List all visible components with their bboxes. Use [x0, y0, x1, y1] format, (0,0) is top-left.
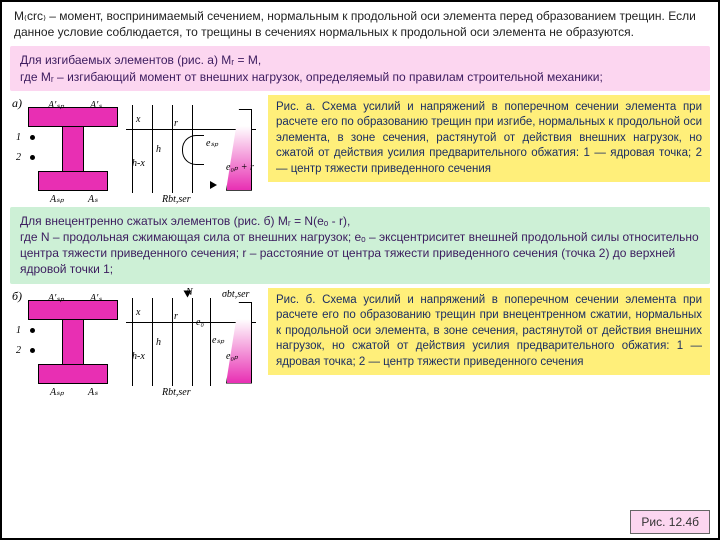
flange-bottom-b	[38, 364, 108, 384]
arrow-bottom	[210, 181, 217, 189]
dimension-area-a: x h h-x r eₛₚ e₀ₚ + r Rbt,ser	[126, 101, 256, 197]
label-e0: e₀	[196, 316, 204, 330]
diagram-a: a) A′ₛₚ A′ₛ Aₛₚ Aₛ 1 2 x h h-x r	[10, 95, 262, 203]
figure-label: Рис. 12.4б	[630, 510, 710, 534]
flange-top-b	[28, 300, 118, 320]
vline2	[152, 105, 153, 193]
label-as-bot: Aₛ	[88, 193, 98, 207]
label-asp-bot: Aₛₚ	[50, 193, 64, 207]
pink-line1: Для изгибаемых элементов (рис. а) Mᵣ = M…	[20, 52, 700, 68]
dot-2	[30, 155, 35, 160]
label-as-top-b: A′ₛ	[90, 292, 102, 306]
dot-1	[30, 135, 35, 140]
label-point2-b: 2	[16, 344, 21, 358]
diagram-letter-b: б)	[12, 288, 22, 304]
green-line2: где N – продольная сжимающая сила от вне…	[20, 229, 700, 278]
label-point2: 2	[16, 151, 21, 165]
label-asp-bot-b: Aₛₚ	[50, 386, 64, 400]
label-asp-top: A′ₛₚ	[48, 99, 64, 113]
pink-box-bending: Для изгибаемых элементов (рис. а) Mᵣ = M…	[10, 46, 710, 90]
intro-text: M₍crc₎ – момент, воспринимаемый сечением…	[2, 2, 718, 44]
label-sigma: σbt,ser	[222, 288, 249, 302]
t-section-b: A′ₛₚ A′ₛ Aₛₚ Aₛ 1 2	[28, 300, 118, 386]
label-hx-b: h-x	[132, 350, 145, 364]
diagram-b: б) A′ₛₚ A′ₛ Aₛₚ Aₛ 1 2 N x h h-x	[10, 288, 262, 396]
t-section-a: A′ₛₚ A′ₛ Aₛₚ Aₛ 1 2	[28, 107, 118, 193]
label-r: r	[174, 117, 178, 131]
label-h-b: h	[156, 336, 161, 350]
web-b	[62, 320, 84, 364]
label-rbt-b: Rbt,ser	[162, 386, 191, 400]
label-point1-b: 1	[16, 324, 21, 338]
vline3	[172, 105, 173, 193]
stress-diagram-b	[226, 302, 252, 384]
label-esp: eₛₚ	[206, 137, 218, 151]
label-e0p: e₀ₚ	[226, 350, 238, 364]
green-box-eccentric: Для внецентренно сжатых элементов (рис. …	[10, 207, 710, 284]
green-line1: Для внецентренно сжатых элементов (рис. …	[20, 213, 700, 229]
label-esp-b: eₛₚ	[212, 334, 224, 348]
moment-arc	[182, 135, 204, 165]
dimension-area-b: N x h h-x r e₀ eₛₚ e₀ₚ Rbt,ser σbt,ser	[126, 294, 256, 390]
vline3b	[172, 298, 173, 386]
dot-1b	[30, 328, 35, 333]
label-x-b: x	[136, 306, 140, 320]
label-rbt: Rbt,ser	[162, 193, 191, 207]
label-as-top: A′ₛ	[90, 99, 102, 113]
vline2b	[152, 298, 153, 386]
flange-bottom	[38, 171, 108, 191]
web	[62, 127, 84, 171]
label-N: N	[186, 286, 193, 300]
vline1b	[132, 298, 133, 386]
vline1	[132, 105, 133, 193]
label-e0pr: e₀ₚ + r	[226, 161, 254, 175]
label-point1: 1	[16, 131, 21, 145]
vline4b	[192, 298, 193, 386]
diagram-letter-a: a)	[12, 95, 22, 111]
stress-diagram	[226, 109, 252, 191]
label-r-b: r	[174, 310, 178, 324]
label-x: x	[136, 113, 140, 127]
vline5b	[210, 298, 211, 386]
row-b: б) A′ₛₚ A′ₛ Aₛₚ Aₛ 1 2 N x h h-x	[2, 286, 718, 398]
flange-top	[28, 107, 118, 127]
dot-2b	[30, 348, 35, 353]
label-h: h	[156, 143, 161, 157]
label-asp-top-b: A′ₛₚ	[48, 292, 64, 306]
caption-a: Рис. а. Схема усилий и напряжений в попе…	[268, 95, 710, 183]
label-as-bot-b: Aₛ	[88, 386, 98, 400]
row-a: a) A′ₛₚ A′ₛ Aₛₚ Aₛ 1 2 x h h-x r	[2, 93, 718, 205]
caption-b: Рис. б. Схема усилий и напряжений в попе…	[268, 288, 710, 376]
label-hx: h-x	[132, 157, 145, 171]
pink-line2: где Mᵣ – изгибающий момент от внешних на…	[20, 69, 700, 85]
